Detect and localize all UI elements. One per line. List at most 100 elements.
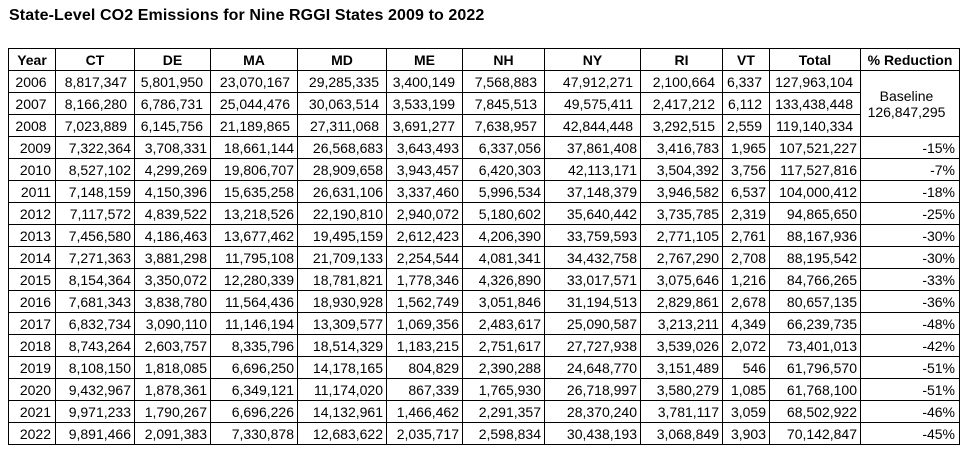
column-header-de: DE [134, 48, 211, 71]
year-cell: 2009 [8, 136, 56, 159]
value-cell: 26,568,683 [297, 136, 387, 159]
value-cell: 107,521,227 [769, 136, 861, 159]
value-cell: 27,311,068 [297, 114, 387, 137]
value-cell: 3,075,646 [640, 268, 723, 291]
value-cell: 9,971,233 [55, 400, 135, 423]
reduction-cell: -33% [860, 268, 960, 291]
year-cell: 2012 [8, 202, 56, 225]
value-cell: 3,903 [722, 422, 770, 445]
value-cell: 30,063,514 [297, 92, 387, 115]
value-cell: 7,638,957 [462, 114, 545, 137]
baseline-value: 126,847,295 [867, 103, 946, 120]
value-cell: 66,239,735 [769, 312, 861, 335]
value-cell: 15,635,258 [210, 180, 298, 203]
reduction-cell: -36% [860, 290, 960, 313]
reduction-cell: -46% [860, 400, 960, 423]
table-row: 2016 7,681,343 3,838,780 11,564,436 18,930,9… [8, 290, 960, 313]
value-cell: 13,677,462 [210, 224, 298, 247]
value-cell: 2,940,072 [386, 202, 463, 225]
value-cell: 2,708 [722, 246, 770, 269]
value-cell: 4,349 [722, 312, 770, 335]
value-cell: 3,643,493 [386, 136, 463, 159]
value-cell: 5,996,534 [462, 180, 545, 203]
value-cell: 37,861,408 [544, 136, 641, 159]
year-cell: 2017 [8, 312, 56, 335]
value-cell: 2,612,423 [386, 224, 463, 247]
value-cell: 8,108,150 [55, 356, 135, 379]
reduction-cell: -15% [860, 136, 960, 159]
value-cell: 2,483,617 [462, 312, 545, 335]
column-header-ny: NY [544, 48, 641, 71]
value-cell: 2,829,861 [640, 290, 723, 313]
table-row: 2018 8,743,264 2,603,757 8,335,796 18,514,32… [8, 334, 960, 357]
value-cell: 6,420,303 [462, 158, 545, 181]
value-cell: 2,417,212 [640, 92, 723, 115]
year-cell: 2008 [8, 114, 56, 137]
table-row: 2013 7,456,580 4,186,463 13,677,462 19,495,1… [8, 224, 960, 247]
value-cell: 4,206,390 [462, 224, 545, 247]
value-cell: 5,180,602 [462, 202, 545, 225]
table-row: 2021 9,971,233 1,790,267 6,696,226 14,132,96… [8, 400, 960, 423]
value-cell: 3,735,785 [640, 202, 723, 225]
value-cell: 3,292,515 [640, 114, 723, 137]
value-cell: 25,090,587 [544, 312, 641, 335]
value-cell: 2,559 [722, 114, 770, 137]
value-cell: 2,603,757 [134, 334, 211, 357]
value-cell: 33,017,571 [544, 268, 641, 291]
table-row: 2009 7,322,364 3,708,331 18,661,144 26,568,6… [8, 136, 960, 159]
value-cell: 61,768,100 [769, 378, 861, 401]
table-row: 2017 6,832,734 3,090,110 11,146,194 13,309,5… [8, 312, 960, 335]
table-row: 2020 9,432,967 1,878,361 6,349,121 11,174,02… [8, 378, 960, 401]
value-cell: 35,640,442 [544, 202, 641, 225]
value-cell: 3,090,110 [134, 312, 211, 335]
value-cell: 8,817,347 [55, 70, 135, 93]
value-cell: 18,781,821 [297, 268, 387, 291]
value-cell: 3,059 [722, 400, 770, 423]
column-header-nh: NH [462, 48, 545, 71]
value-cell: 2,761 [722, 224, 770, 247]
value-cell: 47,912,271 [544, 70, 641, 93]
value-cell: 2,035,717 [386, 422, 463, 445]
year-cell: 2018 [8, 334, 56, 357]
value-cell: 84,766,265 [769, 268, 861, 291]
value-cell: 4,186,463 [134, 224, 211, 247]
value-cell: 3,881,298 [134, 246, 211, 269]
value-cell: 1,085 [722, 378, 770, 401]
column-header-vt: VT [722, 48, 770, 71]
value-cell: 4,326,890 [462, 268, 545, 291]
value-cell: 104,000,412 [769, 180, 861, 203]
year-cell: 2014 [8, 246, 56, 269]
year-cell: 2007 [8, 92, 56, 115]
value-cell: 94,865,650 [769, 202, 861, 225]
reduction-cell: -51% [860, 378, 960, 401]
column-header-year: Year [8, 48, 56, 71]
value-cell: 117,527,816 [769, 158, 861, 181]
value-cell: 1,878,361 [134, 378, 211, 401]
value-cell: 804,829 [386, 356, 463, 379]
value-cell: 19,495,159 [297, 224, 387, 247]
value-cell: 3,756 [722, 158, 770, 181]
table-row: 2012 7,117,572 4,839,522 13,218,526 22,190,8… [8, 202, 960, 225]
value-cell: 8,166,280 [55, 92, 135, 115]
value-cell: 6,696,226 [210, 400, 298, 423]
value-cell: 80,657,135 [769, 290, 861, 313]
value-cell: 37,148,379 [544, 180, 641, 203]
value-cell: 2,091,383 [134, 422, 211, 445]
value-cell: 28,909,658 [297, 158, 387, 181]
value-cell: 2,100,664 [640, 70, 723, 93]
table-row: 2014 7,271,363 3,881,298 11,795,108 21,709,1… [8, 246, 960, 269]
value-cell: 70,142,847 [769, 422, 861, 445]
table-row: 2010 8,527,102 4,299,269 19,806,707 28,909,6… [8, 158, 960, 181]
value-cell: 73,401,013 [769, 334, 861, 357]
value-cell: 6,337 [722, 70, 770, 93]
reduction-cell: -18% [860, 180, 960, 203]
table-row: 2019 8,108,150 1,818,085 6,696,250 14,178,16… [8, 356, 960, 379]
value-cell: 2,254,544 [386, 246, 463, 269]
year-cell: 2015 [8, 268, 56, 291]
value-cell: 7,271,363 [55, 246, 135, 269]
reduction-cell: -48% [860, 312, 960, 335]
value-cell: 1,216 [722, 268, 770, 291]
value-cell: 1,818,085 [134, 356, 211, 379]
value-cell: 2,678 [722, 290, 770, 313]
